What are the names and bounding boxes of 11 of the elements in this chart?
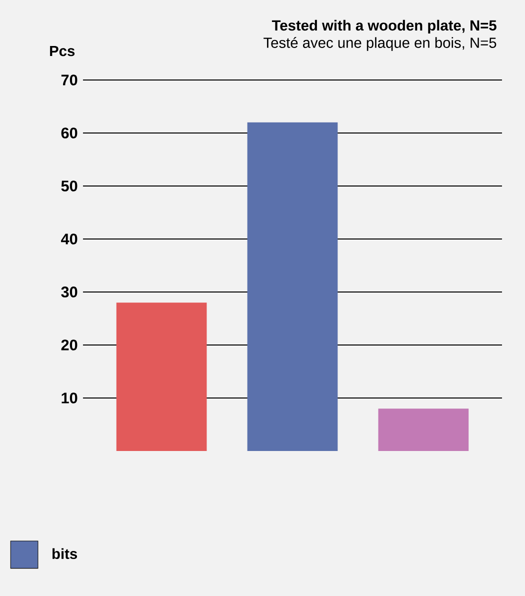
y-tick-label: 30 [61,286,78,298]
y-axis-title: Pcs [50,46,75,56]
y-tick-label: 50 [61,180,78,192]
chart-title: Tested with a wooden plate, N=5 [272,20,496,34]
y-tick-label: 10 [62,392,78,404]
y-tick-label: 40 [61,234,78,244]
y-tick-label: 60 [61,128,78,138]
y-tick-label: 70 [61,74,78,86]
y-tick-label: 20 [61,340,78,350]
chart-subtitle: Testé avec une plaque en bois, N=5 [264,37,496,51]
legend-label: bits [52,548,78,560]
